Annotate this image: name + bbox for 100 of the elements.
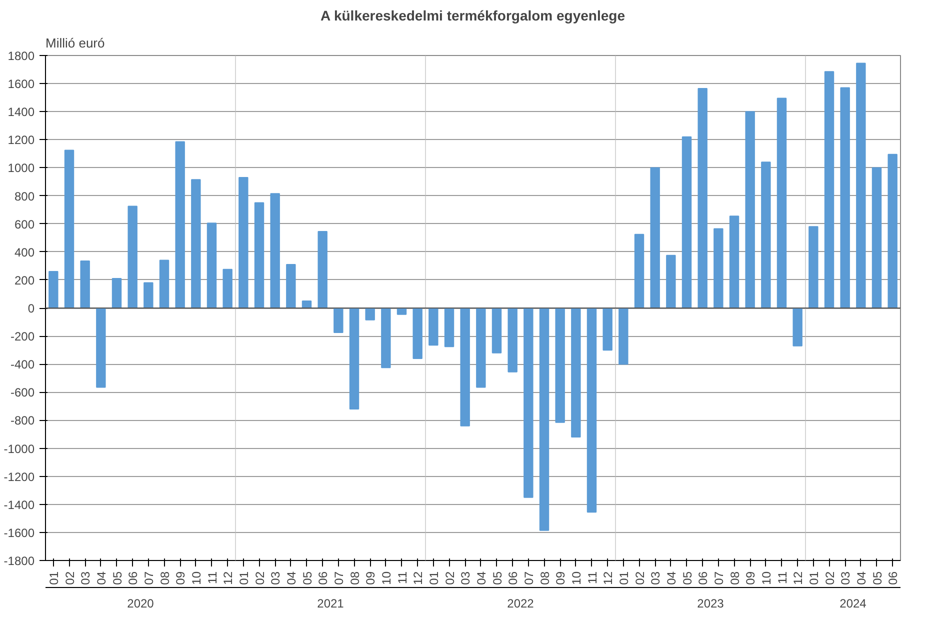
x-tick-label: 03 — [78, 571, 93, 585]
bar — [745, 111, 755, 308]
bar — [80, 260, 90, 308]
y-tick-label: 1600 — [8, 77, 35, 92]
bar — [618, 308, 628, 365]
x-tick-label: 11 — [395, 571, 410, 584]
x-tick-label: 04 — [284, 571, 298, 585]
x-tick-label: 02 — [252, 571, 267, 585]
x-tick-label: 06 — [506, 571, 520, 585]
y-tick-label: -1400 — [4, 498, 35, 512]
x-tick-label: 12 — [601, 571, 616, 585]
bar — [381, 308, 391, 368]
bar — [112, 278, 122, 308]
text: 2022 — [507, 596, 534, 610]
bar — [365, 308, 375, 320]
bar — [48, 271, 58, 308]
text: 2020 — [127, 596, 154, 610]
bar — [602, 308, 612, 351]
bar — [761, 162, 771, 308]
y-tick-label: -1200 — [4, 470, 35, 484]
bar — [286, 264, 296, 308]
bar — [872, 167, 882, 308]
bar — [634, 234, 644, 308]
bar — [444, 308, 454, 348]
bar — [96, 308, 106, 388]
x-tick-label: 03 — [648, 571, 663, 585]
y-tick-label: -400 — [10, 358, 35, 372]
chart-title: A külkereskedelmi termékforgalom egyenlege — [320, 8, 626, 24]
x-tick-label: 02 — [632, 571, 647, 585]
x-tick-label: 03 — [458, 571, 473, 585]
x-tick-label: 05 — [490, 571, 504, 585]
bar — [238, 177, 248, 308]
y-tick-label: 1400 — [8, 105, 35, 120]
bar — [318, 231, 328, 308]
bar — [349, 308, 360, 410]
y-tick-label: -200 — [10, 330, 35, 344]
bar — [888, 154, 898, 308]
x-tick-label: 02 — [62, 571, 77, 585]
bar — [808, 226, 818, 308]
bar — [64, 150, 74, 308]
x-tick-label: 01 — [426, 571, 441, 585]
bar — [254, 202, 264, 308]
bar — [222, 268, 232, 308]
bar — [571, 308, 581, 438]
bar — [650, 167, 660, 308]
y-tick-label: 600 — [14, 217, 35, 232]
bar — [460, 308, 470, 426]
y-tick-label: 1000 — [8, 161, 35, 176]
bar — [856, 62, 866, 308]
y-axis-title: Millió euró — [46, 36, 105, 50]
bar — [412, 308, 422, 359]
y-tick-label: 0 — [28, 302, 35, 316]
y-tick-label: -600 — [10, 386, 35, 400]
x-tick-label: 10 — [569, 571, 584, 585]
bar — [698, 88, 708, 308]
x-tick-label: 09 — [364, 571, 378, 585]
x-tick-label: 01 — [46, 571, 61, 585]
y-tick-label: 400 — [14, 245, 35, 260]
x-tick-label: 07 — [522, 571, 536, 585]
x-tick-label: 10 — [759, 571, 774, 585]
x-tick-label: 08 — [158, 571, 172, 585]
bar — [682, 136, 692, 308]
x-tick-label: 09 — [744, 571, 758, 585]
x-tick-label: 11 — [775, 571, 790, 584]
x-tick-label: 08 — [538, 571, 552, 585]
x-tick-label: 04 — [664, 571, 678, 585]
x-tick-label: 05 — [110, 571, 124, 585]
x-tick-label: 04 — [854, 571, 868, 585]
x-tick-label: 06 — [126, 571, 140, 585]
x-tick-label: 01 — [236, 571, 251, 585]
x-tick-label: 05 — [300, 571, 314, 585]
bar — [492, 308, 502, 354]
bar — [144, 282, 154, 308]
x-tick-label: 01 — [616, 571, 631, 585]
x-tick-label: 02 — [442, 571, 457, 585]
x-tick-label: 04 — [94, 571, 108, 585]
x-tick-label: 01 — [806, 571, 821, 585]
x-tick-label: 10 — [379, 571, 394, 585]
x-tick-label: 06 — [886, 571, 900, 585]
bar — [524, 308, 534, 498]
x-tick-label: 04 — [474, 571, 488, 585]
y-tick-label: -1000 — [4, 442, 35, 456]
bar — [539, 308, 550, 531]
text: 2024 — [840, 596, 867, 610]
x-tick-label: 03 — [838, 571, 853, 585]
bar — [508, 308, 518, 372]
bar — [334, 308, 344, 334]
x-tick-label: 09 — [554, 571, 568, 585]
bar — [555, 308, 565, 423]
x-tick-label: 05 — [870, 571, 884, 585]
x-tick-label: 09 — [174, 571, 188, 585]
x-tick-label: 07 — [712, 571, 726, 585]
x-tick-label: 10 — [189, 571, 204, 585]
y-tick-label: -800 — [10, 414, 35, 428]
x-tick-label: 08 — [348, 571, 362, 585]
y-tick-label: 1200 — [8, 133, 35, 148]
x-tick-label: 12 — [791, 571, 806, 585]
x-tick-label: 03 — [268, 571, 283, 585]
bar — [586, 308, 597, 513]
x-tick-label: 12 — [411, 571, 426, 585]
